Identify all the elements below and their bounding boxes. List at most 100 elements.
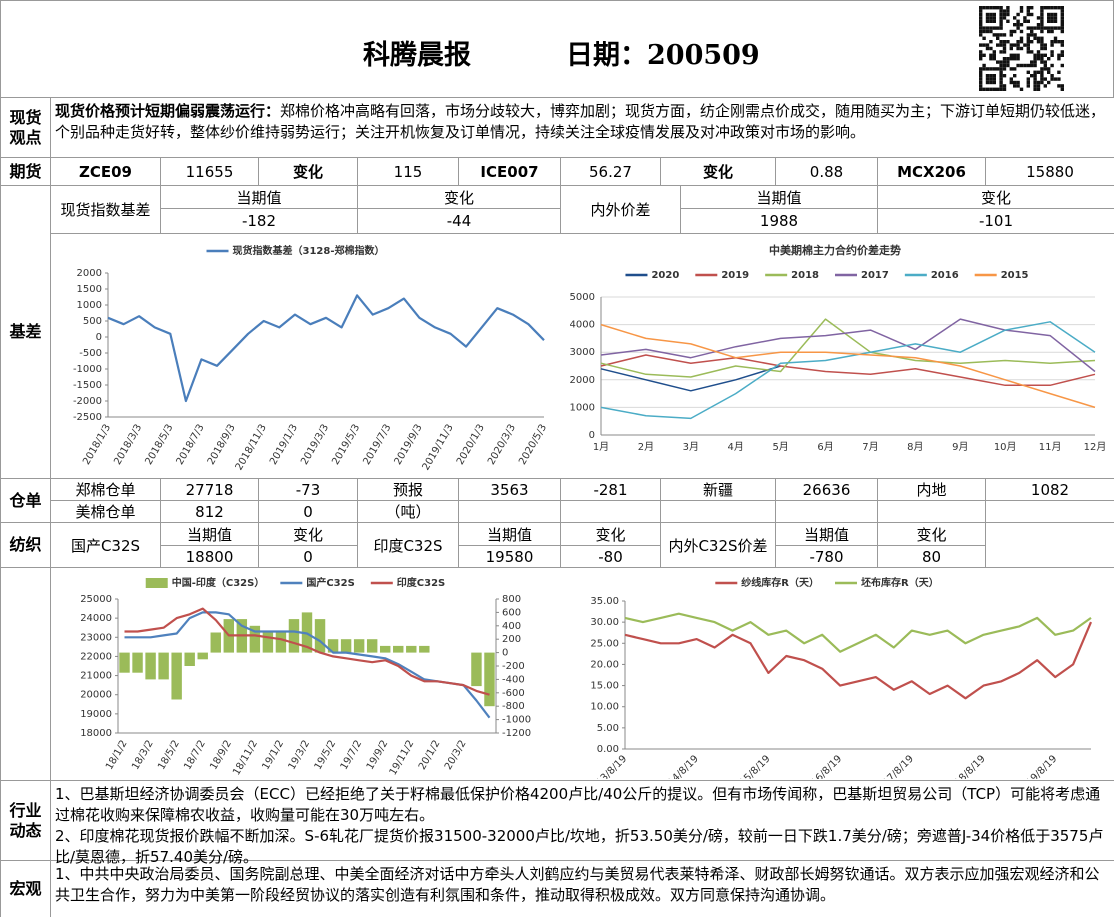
warehouse-cell: 美棉仓单	[51, 501, 161, 523]
qr-module	[1002, 46, 1007, 51]
qr-module	[1040, 12, 1044, 17]
futures-cell: 变化	[661, 158, 776, 186]
y-tick-label: 0	[502, 648, 508, 659]
x-tick-label: 19/11/2	[388, 739, 417, 778]
y-tick-label: 20.00	[590, 659, 619, 670]
qr-module	[1026, 84, 1030, 88]
legend: 2020 2019 2018 2017 2016 2015	[625, 270, 1029, 281]
qr-module	[1047, 19, 1051, 23]
qr-module	[1019, 29, 1024, 34]
qr-module	[1019, 23, 1024, 27]
chart-area	[51, 568, 1114, 781]
qr-module	[1036, 57, 1041, 61]
futures-cell: 15880	[986, 158, 1114, 186]
qr-module	[1006, 12, 1010, 17]
legend-label: 2020	[651, 270, 679, 281]
qr-module	[979, 67, 983, 71]
qr-module	[1043, 53, 1047, 57]
qr-module	[1016, 63, 1020, 68]
value-cell: 0	[259, 546, 358, 568]
y-tick-label: 22000	[80, 651, 112, 662]
warehouse-cell	[878, 501, 986, 523]
qr-module	[992, 53, 996, 57]
x-tick-label: 2018/9/3	[206, 423, 238, 467]
qr-module	[1033, 63, 1037, 68]
qr-module	[999, 9, 1003, 13]
qr-module	[979, 87, 983, 91]
y-tick-label: -800	[502, 701, 525, 712]
qr-module	[1053, 19, 1058, 23]
qr-module	[1043, 43, 1047, 47]
qr-module	[1013, 29, 1017, 34]
line-series	[600, 323, 1096, 409]
qr-module	[1009, 57, 1013, 61]
x-tick-label: 2019/7/3	[361, 423, 393, 467]
group-name: 内外价差	[561, 186, 681, 234]
group-name: 印度C32S	[358, 523, 459, 568]
legend-label: 纱线库存R（天）	[740, 576, 819, 589]
qr-module	[1033, 87, 1037, 91]
qr-module	[1026, 36, 1030, 40]
qr-module	[996, 36, 1000, 40]
futures-cell: ZCE09	[51, 158, 161, 186]
qr-module	[1060, 40, 1064, 44]
qr-module	[1033, 74, 1037, 78]
x-tick-label: 6月	[817, 441, 833, 453]
qr-module	[1026, 70, 1030, 74]
qr-module	[1040, 6, 1044, 10]
futures-cell: 11655	[161, 158, 259, 186]
warehouse-cell: 新疆	[661, 479, 776, 501]
qr-module	[996, 6, 1000, 10]
section-label: 现货观点	[1, 98, 51, 158]
value-cell: -101	[878, 209, 1114, 234]
qr-module	[1036, 50, 1041, 54]
x-tick-label: 16/8/19	[809, 753, 844, 779]
qr-module	[992, 80, 996, 85]
qr-module	[1002, 50, 1007, 54]
qr-module	[982, 29, 986, 34]
qr-module	[996, 43, 1000, 47]
qr-module	[1033, 84, 1037, 88]
warehouse-cell: 812	[161, 501, 259, 523]
bar	[158, 652, 169, 680]
y-tick-label: 0	[589, 430, 595, 441]
qr-code	[979, 6, 1064, 91]
x-tick-label: 18/8/19	[953, 753, 988, 779]
qr-module	[996, 67, 1000, 71]
x-tick-label: 19/3/2	[287, 739, 313, 772]
qr-module	[985, 43, 990, 47]
qr-module	[989, 87, 993, 91]
legend-label: 现货指数基差（3128-郑棉指数）	[233, 244, 385, 257]
qr-module	[1036, 36, 1041, 40]
qr-module	[999, 77, 1003, 81]
y-tick-label: 21000	[80, 671, 112, 682]
qr-module	[996, 26, 1000, 30]
header: 科腾晨报 日期：200509	[1, 1, 1114, 98]
value-cell: -44	[358, 209, 561, 234]
qr-module	[1002, 33, 1007, 37]
qr-module	[1040, 77, 1044, 81]
qr-module	[1009, 53, 1013, 57]
report-date: 日期：200509	[566, 40, 760, 71]
qr-module	[1013, 67, 1017, 71]
qr-module	[1006, 63, 1010, 68]
qr-module	[989, 6, 993, 10]
qr-module	[1040, 16, 1044, 20]
qr-module	[1006, 9, 1010, 13]
paragraph: 1、巴基斯坦经济协调委员会（ECC）已经拒绝了关于籽棉最低保护价格4200卢比/…	[55, 785, 1101, 824]
qr-module	[985, 29, 990, 34]
paragraph: 2、印度棉花现货报价跌幅不断加深。S-6轧花厂提货价报31500-32000卢比…	[55, 827, 1104, 866]
qr-module	[1053, 12, 1058, 17]
line-series	[600, 321, 1096, 420]
qr-module	[1060, 26, 1064, 30]
column-header: 变化	[878, 186, 1114, 209]
qr-module	[1013, 23, 1017, 27]
qr-module	[985, 19, 990, 23]
bar	[210, 632, 221, 653]
qr-module	[1040, 57, 1044, 61]
y-tick-label: 1000	[77, 300, 102, 311]
qr-module	[1026, 12, 1030, 17]
macro-text: 1、中共中央政治局委员、国务院副总理、中美全面经济对话中方牵头人刘鹤应约与美贸易…	[51, 861, 1114, 917]
legend-label: 2019	[721, 270, 749, 281]
